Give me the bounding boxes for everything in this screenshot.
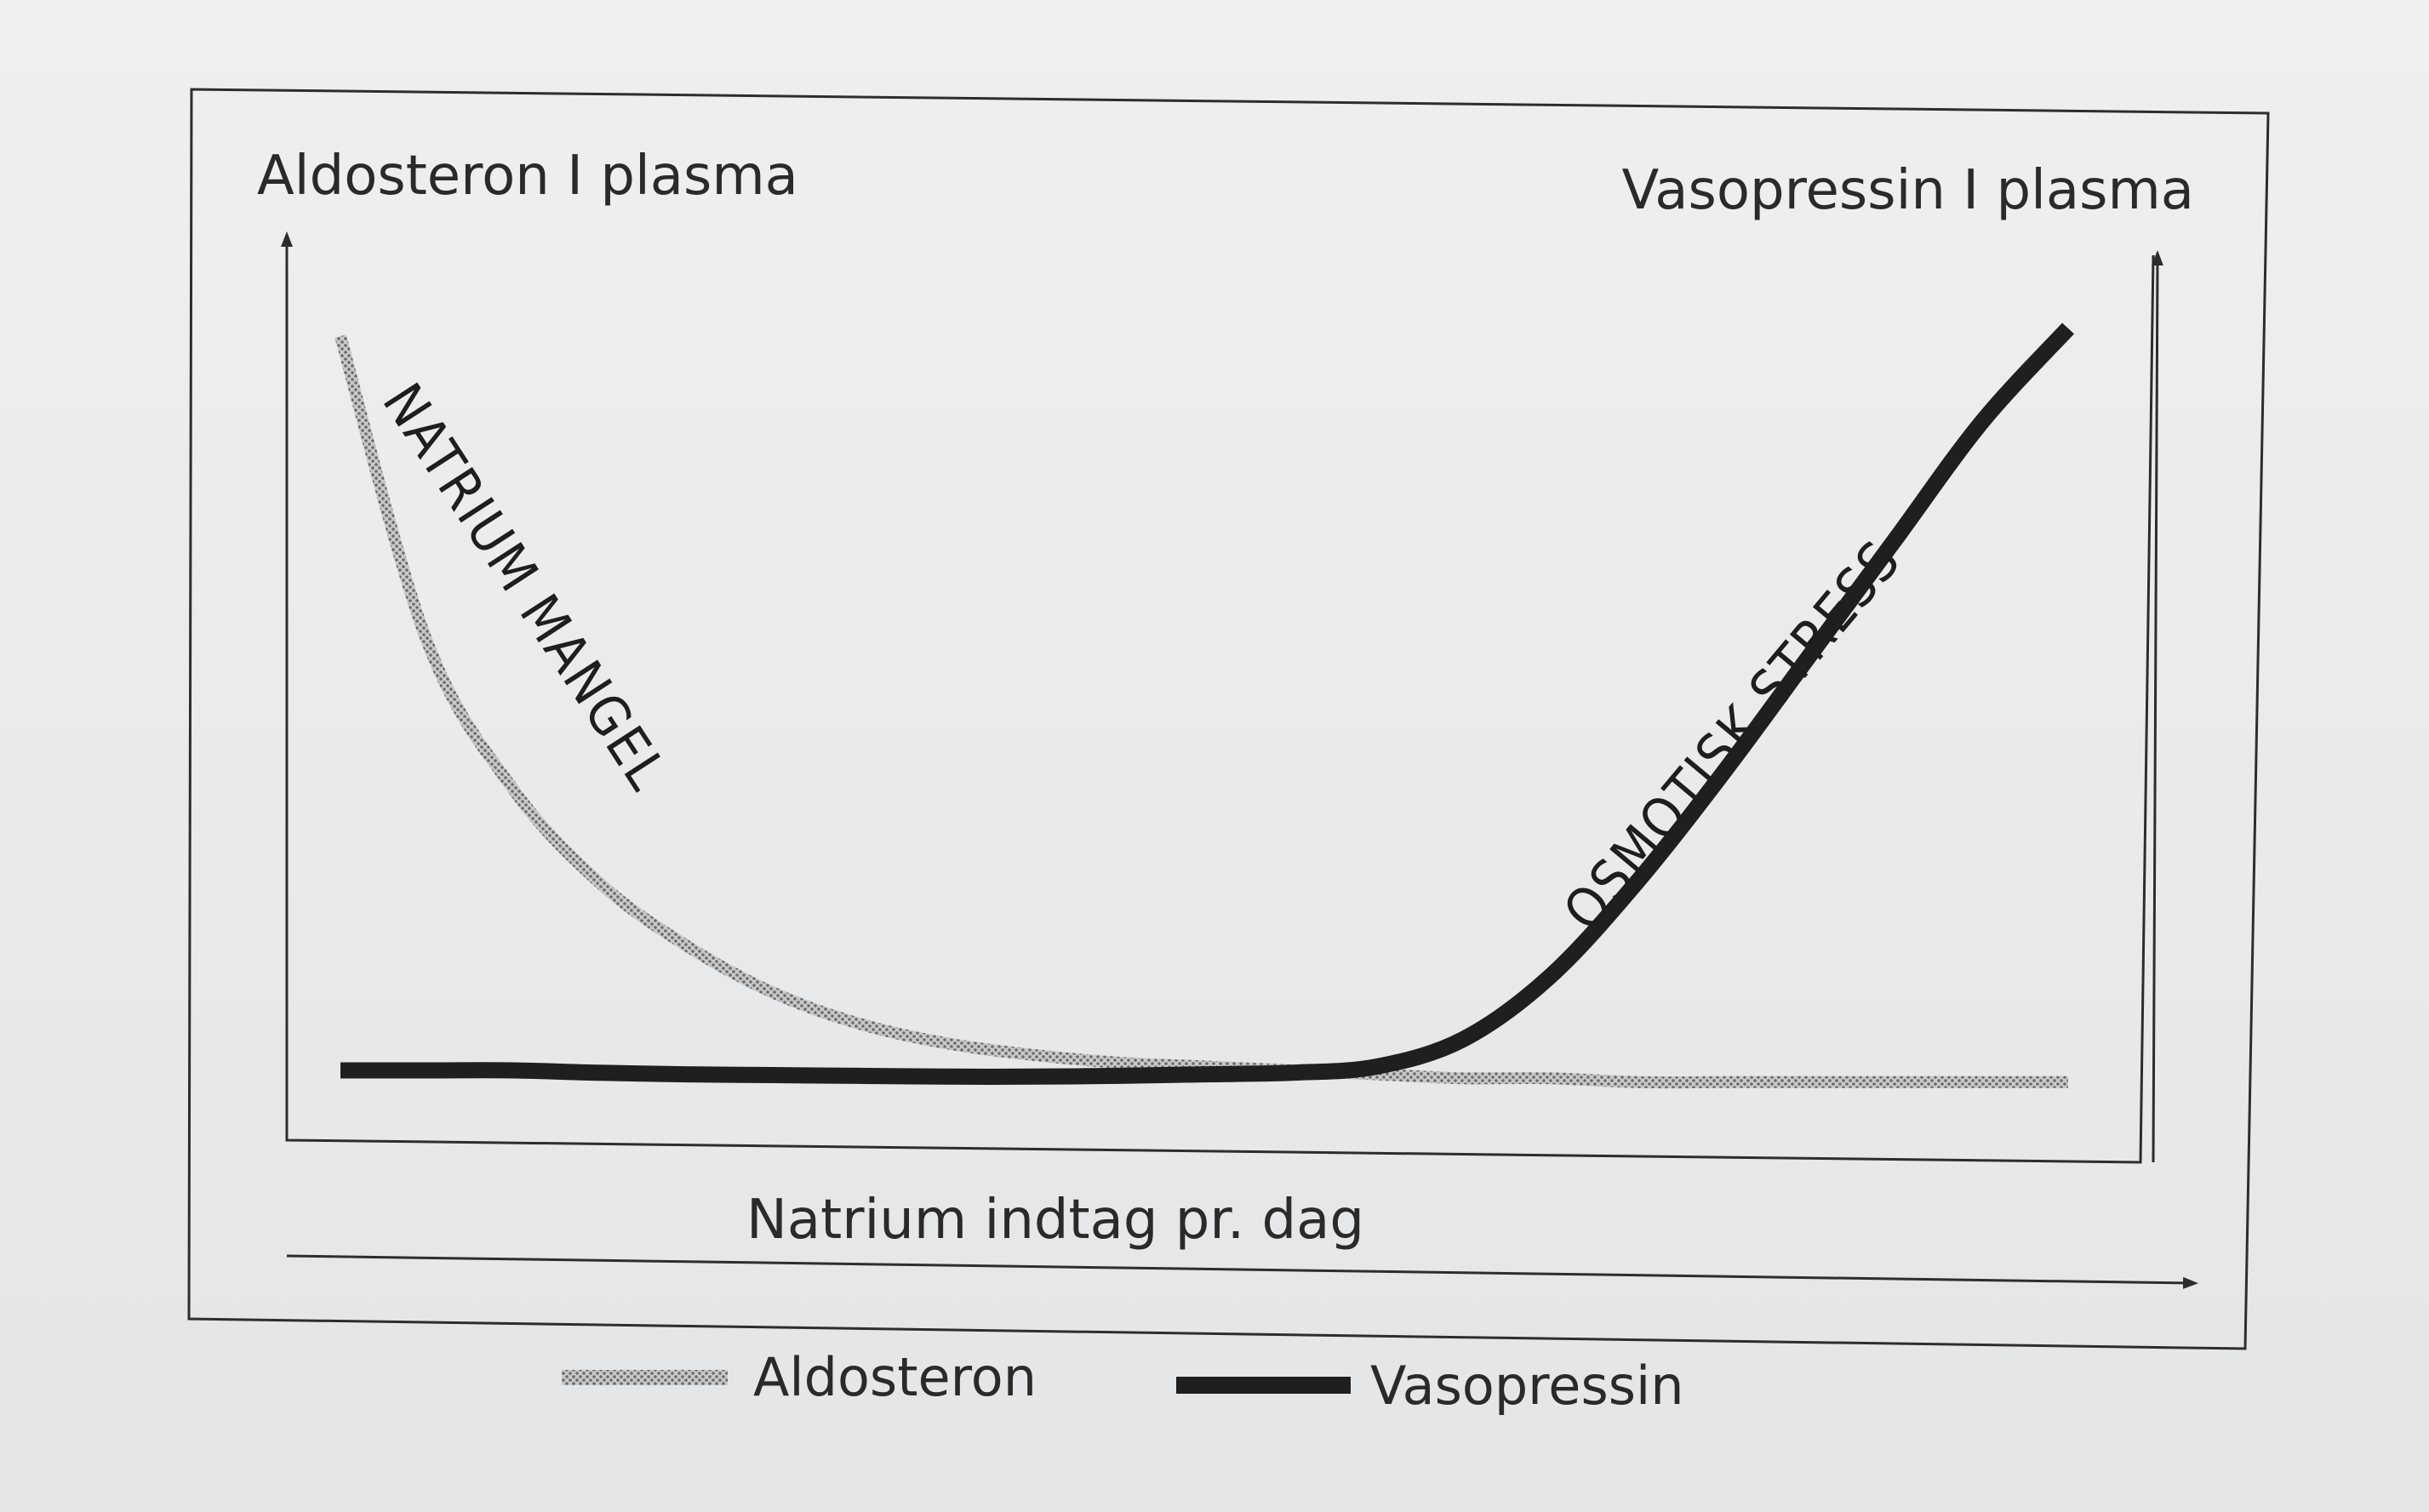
right-axis-title: Vasopressin I plasma: [1621, 159, 2194, 222]
natrium-mangel-annotation: NATRIUM MANGEL: [370, 373, 679, 802]
series-line-vasopressin: [340, 322, 2074, 1085]
series-layer: [334, 322, 2074, 1089]
series-line-aldosteron: [334, 334, 2068, 1089]
right-y-axis: [2151, 250, 2163, 1163]
x-axis-arrow: [286, 1254, 2198, 1289]
outer-frame: [187, 88, 2270, 1350]
left-axis-title: Aldosteron I plasma: [257, 145, 798, 208]
legend-label-aldosteron: Aldosteron: [753, 1346, 1037, 1408]
osmotisk-stress-annotation: OSMOTISK STRESS: [1552, 529, 1914, 943]
legend-swatch-vasopressin: [1176, 1377, 1351, 1394]
legend-swatch-aldosteron: [562, 1370, 728, 1385]
legend: Aldosteron Vasopressin: [562, 1346, 1684, 1417]
legend-label-vasopressin: Vasopressin: [1370, 1355, 1684, 1417]
x-axis-title: Natrium indtag pr. dag: [746, 1189, 1364, 1252]
